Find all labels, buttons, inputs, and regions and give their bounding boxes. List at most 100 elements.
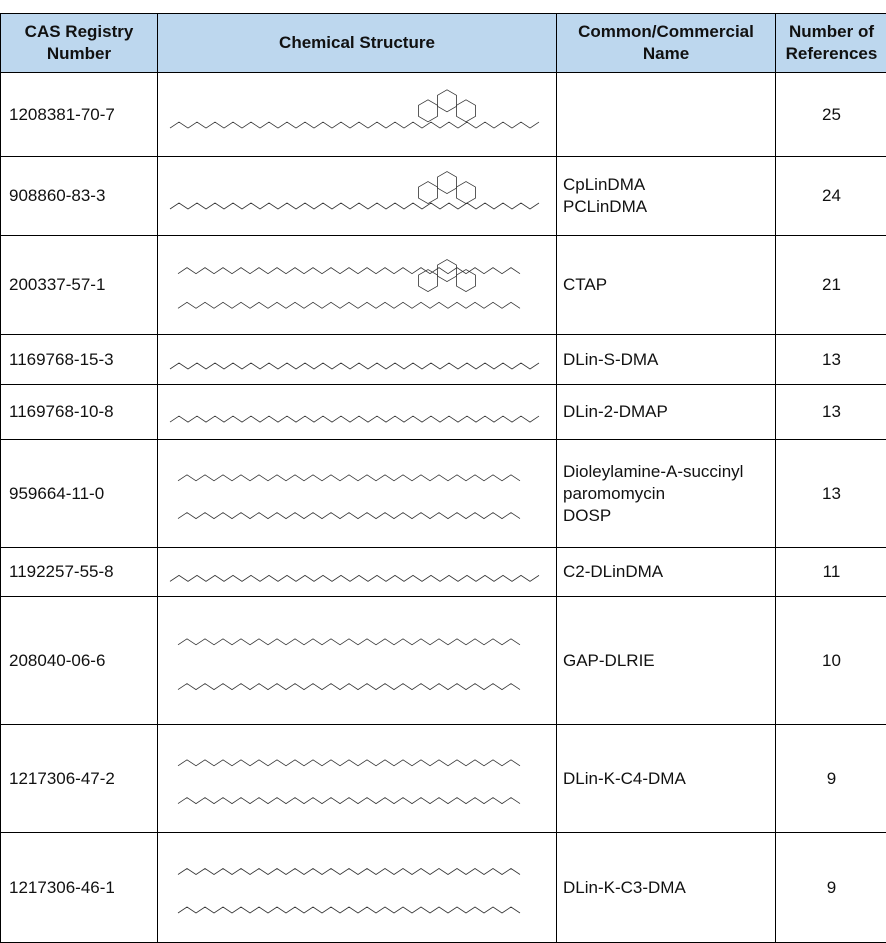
header-cell: CAS Registry Number xyxy=(1,14,158,73)
structure-bond xyxy=(178,475,520,481)
structure-bond xyxy=(178,639,520,645)
common-name: DLin-K-C3-DMA xyxy=(557,833,776,943)
structure-bond xyxy=(178,302,520,308)
header-cell: Number of References xyxy=(776,14,886,73)
table-row: 1192257-55-8 C2-DLinDMA 11 xyxy=(1,548,886,597)
common-name: DLin-S-DMA xyxy=(557,335,776,385)
table-row: 200337-57-1 CTAP 21 xyxy=(1,236,886,335)
structure-ring xyxy=(418,182,437,204)
name-line: DLin-K-C4-DMA xyxy=(563,768,769,790)
structure-ring xyxy=(456,182,475,204)
structure-bond xyxy=(170,363,539,369)
table-row: 1169768-15-3 DLin-S-DMA 13 xyxy=(1,335,886,385)
header-row: CAS Registry Number Chemical Structure C… xyxy=(1,14,886,73)
reference-count: 24 xyxy=(776,157,886,236)
cas-number: 208040-06-6 xyxy=(1,597,158,725)
cas-number: 908860-83-3 xyxy=(1,157,158,236)
name-line: CTAP xyxy=(563,274,769,296)
chemical-structure xyxy=(158,73,557,156)
structure-ring xyxy=(437,260,456,282)
structure-cell xyxy=(158,548,557,597)
structure-cell xyxy=(158,236,557,335)
structure-ring xyxy=(418,270,437,292)
table-row: 959664-11-0 Dioleylamine-A-succinyl parom… xyxy=(1,440,886,548)
structure-bond xyxy=(178,684,520,690)
header-cell: Chemical Structure xyxy=(158,14,557,73)
header-cell: Common/Commercial Name xyxy=(557,14,776,73)
chemical-structure xyxy=(158,335,557,384)
common-name: C2-DLinDMA xyxy=(557,548,776,597)
common-name: DLin-2-DMAP xyxy=(557,385,776,440)
cas-number: 200337-57-1 xyxy=(1,236,158,335)
common-name xyxy=(557,73,776,157)
name-line: DLin-S-DMA xyxy=(563,349,769,371)
structure-cell xyxy=(158,385,557,440)
cas-number: 1192257-55-8 xyxy=(1,548,158,597)
reference-count: 21 xyxy=(776,236,886,335)
cas-number: 1169768-15-3 xyxy=(1,335,158,385)
cas-number: 959664-11-0 xyxy=(1,440,158,548)
cas-number: 1217306-46-1 xyxy=(1,833,158,943)
reference-count: 10 xyxy=(776,597,886,725)
name-line: CpLinDMA xyxy=(563,174,769,196)
structure-bond xyxy=(178,513,520,519)
common-name: CTAP xyxy=(557,236,776,335)
structure-cell xyxy=(158,73,557,157)
common-name: GAP-DLRIE xyxy=(557,597,776,725)
structure-bond xyxy=(178,869,520,875)
structure-ring xyxy=(456,270,475,292)
chemical-structure xyxy=(158,725,557,832)
name-line: PCLinDMA xyxy=(563,196,769,218)
structure-bond xyxy=(178,798,520,804)
structure-cell xyxy=(158,335,557,385)
structure-ring xyxy=(437,90,456,112)
name-line: C2-DLinDMA xyxy=(563,561,769,583)
structure-cell xyxy=(158,833,557,943)
chemical-structure xyxy=(158,440,557,547)
reference-count: 13 xyxy=(776,440,886,548)
reference-count: 25 xyxy=(776,73,886,157)
name-line: Dioleylamine-A-succinyl paromomycin xyxy=(563,461,769,505)
table-row: 1169768-10-8 DLin-2-DMAP 13 xyxy=(1,385,886,440)
structure-bond xyxy=(170,416,539,422)
structure-ring xyxy=(418,100,437,122)
structure-bond xyxy=(170,122,539,128)
structure-cell xyxy=(158,440,557,548)
table-row: 1217306-46-1 DLin-K-C3-DMA 9 xyxy=(1,833,886,943)
reference-count: 9 xyxy=(776,833,886,943)
name-line: GAP-DLRIE xyxy=(563,650,769,672)
table-row: 1208381-70-7 25 xyxy=(1,73,886,157)
name-line: DOSP xyxy=(563,505,769,527)
chemical-structure xyxy=(158,548,557,596)
chemical-structure xyxy=(158,236,557,334)
structure-bond xyxy=(178,760,520,766)
reference-count: 9 xyxy=(776,725,886,833)
structure-ring xyxy=(437,172,456,194)
structure-bond xyxy=(170,575,539,581)
reference-count: 11 xyxy=(776,548,886,597)
chemical-structure xyxy=(158,157,557,235)
chemical-structure xyxy=(158,385,557,439)
structure-cell xyxy=(158,157,557,236)
reference-count: 13 xyxy=(776,385,886,440)
structure-cell xyxy=(158,725,557,833)
chemical-structure xyxy=(158,597,557,724)
common-name: DLin-K-C4-DMA xyxy=(557,725,776,833)
reference-count: 13 xyxy=(776,335,886,385)
table-row: 1217306-47-2 DLin-K-C4-DMA 9 xyxy=(1,725,886,833)
structure-bond xyxy=(170,203,539,209)
structure-bond xyxy=(178,907,520,913)
cas-number: 1217306-47-2 xyxy=(1,725,158,833)
name-line: DLin-2-DMAP xyxy=(563,401,769,423)
cas-number: 1208381-70-7 xyxy=(1,73,158,157)
name-line: DLin-K-C3-DMA xyxy=(563,877,769,899)
cas-number: 1169768-10-8 xyxy=(1,385,158,440)
table-row: 208040-06-6 GAP-DLRIE 10 xyxy=(1,597,886,725)
chemical-structure xyxy=(158,833,557,942)
structure-ring xyxy=(456,100,475,122)
references-table: CAS Registry Number Chemical Structure C… xyxy=(0,13,886,943)
